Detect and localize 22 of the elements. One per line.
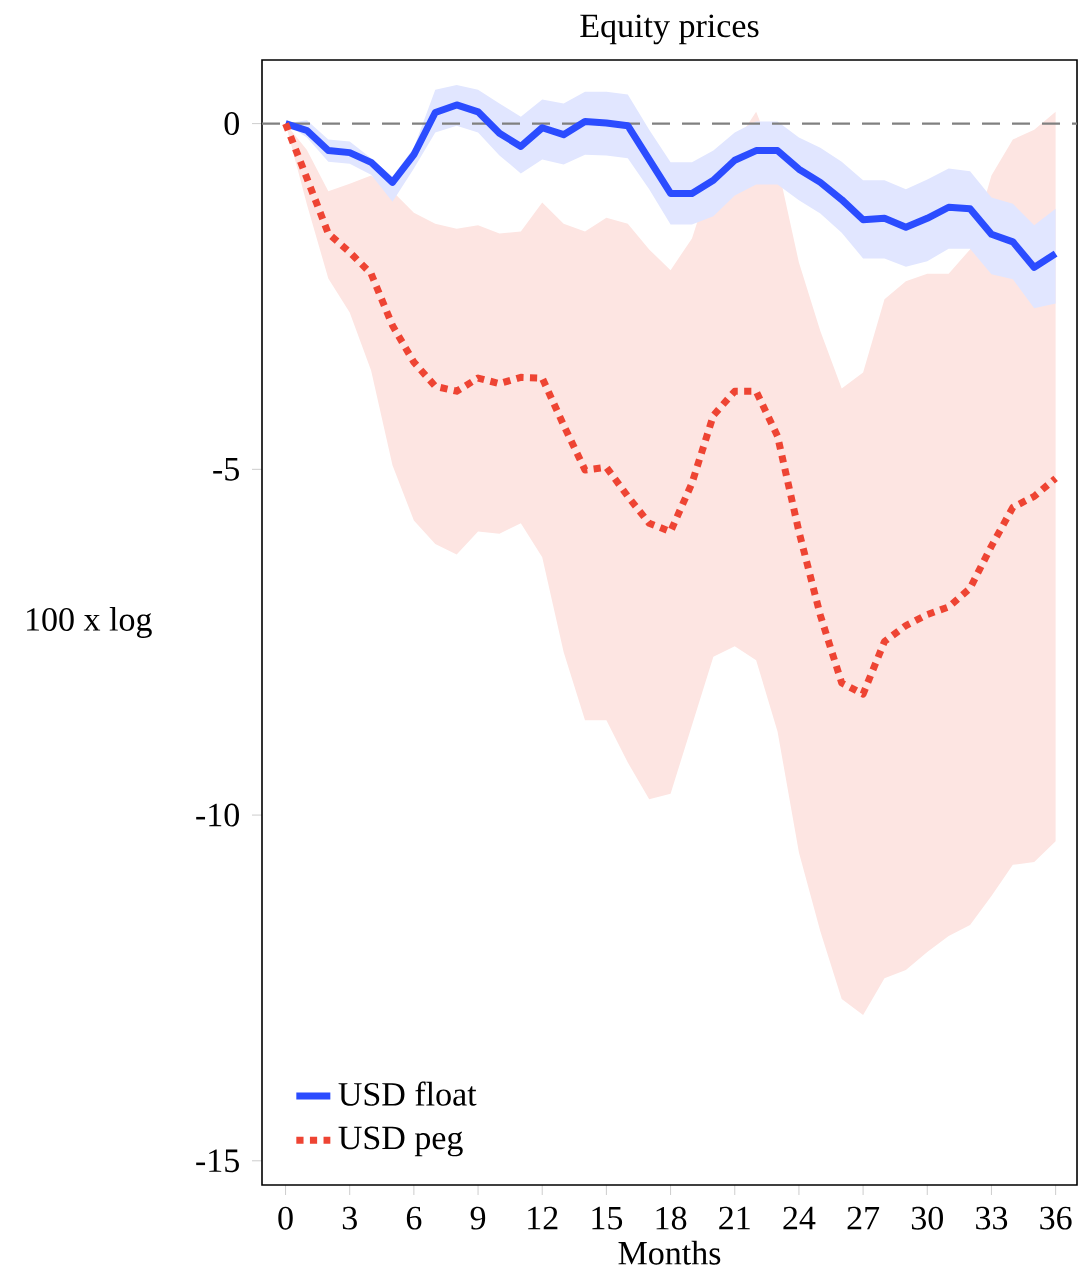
- chart-title: Equity prices: [580, 14, 759, 45]
- x-tick-label: 12: [528, 1206, 558, 1230]
- y-tick-label: -10: [196, 803, 239, 827]
- x-axis-title: Months: [618, 1240, 721, 1265]
- x-tick-label: 36: [1040, 1206, 1072, 1230]
- x-tick-label: 15: [592, 1206, 623, 1230]
- x-tick-label: 30: [911, 1206, 943, 1230]
- y-axis-title: 100 x log: [27, 607, 152, 638]
- legend-label: USD float: [338, 1081, 477, 1106]
- x-tick-label: 18: [656, 1206, 687, 1230]
- y-tick-label: 0: [224, 112, 239, 136]
- x-tick-label: 33: [976, 1206, 1008, 1230]
- y-tick-label: -15: [196, 1149, 239, 1173]
- x-tick-label: 6: [406, 1206, 422, 1230]
- x-tick-label: 3: [342, 1206, 357, 1230]
- x-tick-label: 24: [783, 1206, 816, 1230]
- x-tick-label: 27: [847, 1206, 880, 1230]
- x-tick-label: 21: [719, 1206, 750, 1230]
- x-tick-label: 9: [470, 1206, 486, 1230]
- legend-label: USD peg: [338, 1126, 463, 1157]
- y-tick-label: -5: [213, 458, 239, 481]
- x-tick-label: 0: [278, 1206, 293, 1230]
